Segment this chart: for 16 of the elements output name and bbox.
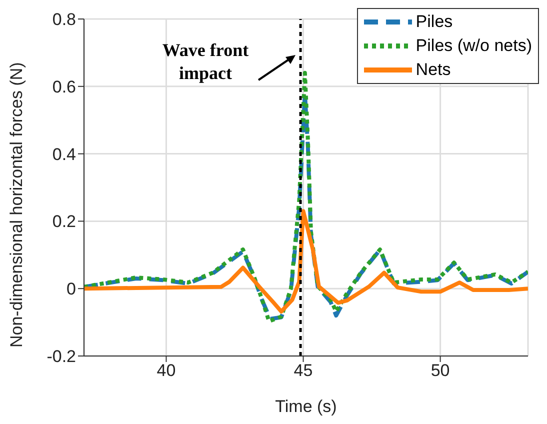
legend-label: Nets <box>416 59 451 81</box>
x-tick-label: 40 <box>156 361 176 380</box>
legend-label: Piles <box>416 11 453 33</box>
x-axis-title: Time (s) <box>275 397 337 416</box>
y-tick-label: 0.2 <box>52 212 76 232</box>
line-series <box>84 209 528 314</box>
y-tick-label: -0.2 <box>46 347 76 366</box>
y-tick-label: 0.6 <box>52 77 76 96</box>
y-axis-title: Non-dimensional horizontal forces (N) <box>7 62 26 348</box>
ref-line-label: Wave front impact <box>162 40 249 83</box>
x-tick-label: 50 <box>430 361 450 380</box>
x-tick-label: 45 <box>294 361 313 380</box>
y-tick-label: 0.4 <box>52 144 76 164</box>
y-tick-label: 0.8 <box>52 10 76 30</box>
y-tick-label: 0 <box>66 280 76 299</box>
legend-label: Piles (w/o nets) <box>416 35 532 57</box>
